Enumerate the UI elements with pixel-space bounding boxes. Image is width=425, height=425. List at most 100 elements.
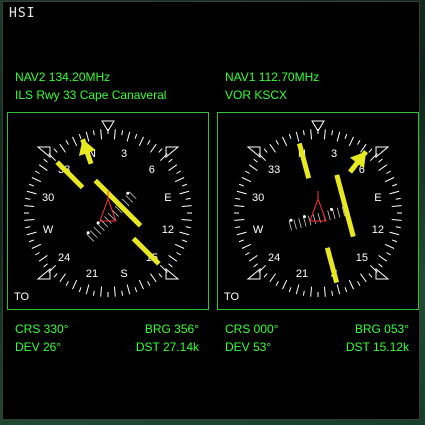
compass-tick	[185, 197, 191, 200]
compass-tick	[378, 158, 383, 163]
compass-tick	[245, 252, 250, 256]
compass-tick	[159, 153, 168, 162]
compass-tick	[168, 255, 178, 262]
deviation-readout: DEV 53°	[225, 340, 272, 354]
compass-tick	[248, 164, 258, 171]
compass-tick	[395, 197, 401, 200]
compass-label: 15	[356, 252, 368, 264]
compass-tick	[357, 140, 361, 145]
compass-tick	[282, 279, 288, 290]
compass-tick	[24, 205, 35, 208]
bearing-pointer-head	[78, 139, 96, 156]
compass-label: 21	[296, 268, 308, 280]
hsi-window[interactable]: HSI NAV2 134.20MHz ILS Rwy 33 Cape Canav…	[2, 1, 420, 420]
compass-tick	[53, 273, 58, 278]
course-readout: CRS 000°	[225, 322, 279, 336]
compass-tick	[348, 279, 354, 290]
deviation-hatch	[307, 215, 312, 226]
compass-tick	[302, 290, 305, 296]
compass-tick	[176, 170, 181, 174]
compass-tick	[248, 255, 258, 262]
compass-tick	[236, 231, 247, 236]
compass-tick	[368, 273, 373, 278]
compass-tick	[92, 290, 95, 296]
deviation-hatch	[341, 206, 346, 217]
compass-label: 6	[359, 164, 365, 176]
compass-tick	[288, 133, 292, 139]
compass-tick	[43, 263, 48, 268]
compass-tick	[72, 136, 78, 147]
compass-label: W	[253, 224, 264, 236]
compass-tick	[181, 205, 192, 208]
compass-tick	[65, 140, 69, 145]
compass-tick	[238, 183, 244, 187]
compass-tick	[35, 170, 40, 174]
aircraft-symbol	[309, 197, 327, 222]
nav1-description: VOR KSCX	[225, 88, 288, 102]
compass-label: E	[164, 192, 171, 204]
deviation-dot	[126, 191, 130, 195]
compass-label: 30	[252, 192, 264, 204]
compass-tick	[258, 264, 267, 273]
compass-tick	[395, 226, 401, 229]
hsi-right-panel[interactable]: N36E1215S2124W3033 TO	[217, 112, 419, 310]
compass-tick	[72, 279, 78, 290]
hsi-left-panel[interactable]: N36E1215S2124W3033 TO	[7, 112, 209, 310]
corner-marker	[36, 146, 51, 159]
lubber-marker	[101, 120, 115, 132]
corner-marker	[165, 267, 180, 280]
compass-tick	[24, 218, 35, 221]
corner-marker	[165, 146, 180, 159]
compass-label: 33	[268, 164, 280, 176]
compass-label: W	[43, 224, 54, 236]
corner-marker	[36, 267, 51, 280]
compass-tick	[176, 252, 181, 256]
compass-tick	[392, 183, 398, 187]
deviation-hatch	[303, 216, 307, 227]
compass-tick	[25, 197, 31, 200]
deviation-readout: DEV 26°	[15, 340, 62, 354]
compass-tick	[113, 286, 116, 297]
compass-tick	[234, 205, 245, 208]
compass-tick	[310, 129, 313, 140]
compass-tick	[182, 183, 188, 187]
compass-label: 3	[121, 148, 127, 160]
compass-tick	[235, 197, 241, 200]
course-pointer	[55, 160, 85, 190]
compass-tick	[275, 281, 279, 286]
compass-tick	[348, 136, 354, 147]
compass-tick	[391, 205, 402, 208]
deviation-hatch	[104, 216, 112, 224]
compass-tick	[174, 177, 185, 183]
deviation-dot	[86, 231, 90, 235]
nav2-description: ILS Rwy 33 Cape Canaveral	[15, 88, 167, 102]
compass-tick	[138, 136, 144, 147]
lubber-marker	[311, 120, 325, 132]
deviation-hatch	[288, 220, 292, 231]
compass-tick	[85, 284, 90, 295]
compass-tick	[126, 284, 131, 295]
compass-tick	[168, 158, 173, 163]
compass-tick	[288, 287, 292, 293]
compass-label: 24	[58, 252, 70, 264]
compass-tick	[336, 284, 341, 295]
compass-tick	[168, 263, 173, 268]
compass-tick	[31, 243, 42, 249]
corner-marker	[375, 146, 390, 159]
compass-tick	[384, 177, 395, 183]
deviation-hatch	[298, 218, 302, 228]
compass-tick	[174, 243, 185, 249]
compass-tick	[357, 281, 361, 286]
compass-tick	[263, 148, 268, 153]
compass-tick	[389, 231, 400, 236]
compass-tick	[92, 130, 95, 136]
deviation-hatch	[327, 210, 331, 221]
compass-tick	[182, 239, 188, 243]
to-from-indicator: TO	[14, 291, 30, 303]
corner-marker	[246, 146, 261, 159]
compass-tick	[269, 143, 276, 153]
deviation-hatch	[86, 233, 95, 242]
compass-tick	[344, 287, 348, 293]
compass-tick	[48, 264, 57, 273]
compass-label: 6	[149, 164, 155, 176]
